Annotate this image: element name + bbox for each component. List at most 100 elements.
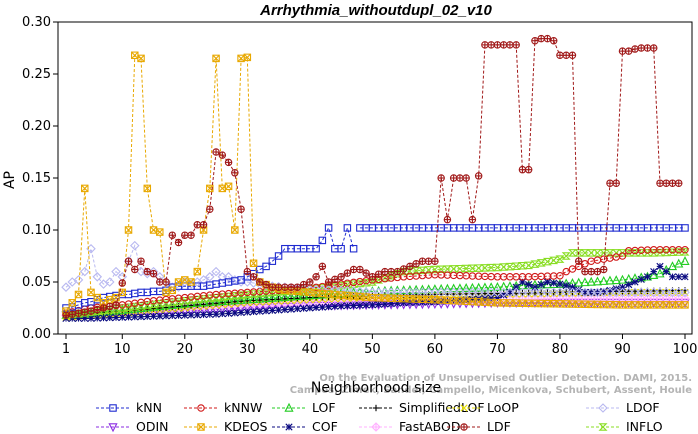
data-point: [411, 267, 421, 275]
x-tick-label: 50: [364, 342, 381, 357]
legend-item-simplifiedlof: SimplifiedLOF: [359, 400, 485, 415]
data-point: [331, 275, 339, 284]
data-point: [143, 312, 151, 321]
plot-frame: [57, 21, 693, 335]
data-point: [661, 287, 672, 298]
data-point: [199, 295, 209, 303]
data-point: [99, 304, 108, 312]
data-point: [649, 301, 658, 309]
data-point: [417, 266, 427, 275]
data-point: [124, 257, 133, 265]
data-point: [399, 265, 408, 273]
data-point: [361, 287, 371, 297]
data-point: [312, 244, 320, 253]
data-point: [655, 287, 665, 298]
data-point: [337, 302, 345, 310]
data-point: [455, 287, 465, 298]
x-axis-label: Neighborhood size: [311, 380, 441, 396]
data-point: [536, 259, 546, 267]
data-point: [217, 293, 227, 301]
data-point: [262, 262, 270, 271]
data-point: [649, 44, 658, 52]
data-point: [131, 265, 139, 274]
data-point: [581, 267, 589, 276]
data-point: [424, 257, 433, 265]
data-point: [156, 312, 164, 320]
y-tick-label: 0.20: [22, 119, 51, 134]
data-point: [643, 44, 652, 52]
data-point: [531, 283, 539, 291]
data-point: [586, 249, 596, 257]
legend-marker: [284, 402, 294, 412]
x-tick-label: 90: [614, 342, 631, 357]
data-point: [492, 263, 502, 272]
data-point: [274, 283, 283, 291]
data-point: [68, 310, 77, 318]
legend-item-fastabod: FastABOD: [359, 419, 461, 434]
data-point: [381, 300, 389, 308]
data-point: [668, 179, 677, 187]
data-point: [405, 287, 415, 298]
data-point: [281, 283, 289, 291]
data-point: [268, 257, 277, 265]
data-point: [355, 286, 365, 297]
data-point: [681, 301, 689, 309]
data-point: [418, 257, 427, 265]
data-point: [436, 265, 446, 274]
data-point: [86, 308, 96, 316]
data-point: [574, 277, 584, 287]
data-point: [612, 179, 620, 187]
data-point: [205, 272, 215, 282]
data-point: [93, 293, 102, 302]
data-point: [79, 266, 90, 277]
data-point: [218, 151, 227, 159]
legend-label: KDEOS: [224, 419, 268, 434]
data-point: [268, 306, 276, 315]
data-point: [249, 308, 258, 316]
data-point: [656, 262, 664, 270]
data-point: [493, 41, 502, 49]
data-point: [568, 51, 577, 60]
y-tick-label: 0.05: [22, 275, 51, 290]
data-point: [93, 314, 101, 322]
data-point: [525, 281, 533, 289]
data-point: [617, 274, 628, 284]
data-point: [461, 264, 471, 273]
data-point: [587, 267, 595, 276]
data-point: [467, 287, 478, 298]
data-point: [606, 179, 614, 187]
data-point: [87, 288, 95, 297]
data-point: [574, 249, 584, 257]
data-point: [74, 309, 83, 317]
data-point: [580, 287, 590, 298]
data-point: [211, 266, 221, 277]
x-tick-label: 20: [177, 342, 194, 357]
data-point: [442, 265, 452, 273]
data-point: [206, 205, 214, 213]
data-point: [73, 275, 84, 285]
data-point: [667, 261, 678, 271]
data-point: [181, 311, 189, 319]
data-point: [267, 292, 277, 302]
data-point: [112, 293, 120, 302]
data-point: [99, 314, 108, 322]
data-point: [542, 287, 553, 298]
data-point: [674, 179, 683, 187]
series-kdeos: [62, 51, 689, 315]
data-point: [480, 264, 490, 272]
data-point: [549, 279, 559, 289]
data-point: [680, 287, 690, 298]
data-point: [262, 307, 270, 315]
data-point: [511, 262, 521, 270]
data-point: [300, 294, 307, 302]
data-point: [198, 275, 209, 285]
legend-item-kdeos: KDEOS: [184, 419, 268, 434]
data-point: [224, 309, 233, 317]
legend-item-ldf: LDF: [447, 419, 511, 434]
data-point: [605, 287, 615, 298]
data-point: [605, 249, 615, 257]
data-point: [517, 287, 528, 298]
data-point: [480, 282, 490, 292]
data-point: [462, 174, 470, 182]
data-point: [368, 273, 377, 281]
